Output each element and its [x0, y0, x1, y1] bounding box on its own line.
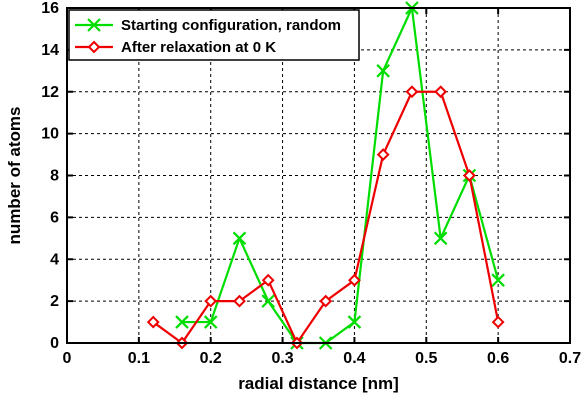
- data-point: [462, 169, 476, 182]
- data-point: [204, 294, 218, 308]
- legend-box: [68, 9, 360, 61]
- marker-stroke: [491, 273, 505, 287]
- x-tick-label: 0: [63, 350, 72, 367]
- y-tick-label: 6: [50, 209, 59, 226]
- data-point: [491, 315, 505, 329]
- x-tick-label: 0.2: [200, 350, 222, 367]
- series-1: [146, 85, 505, 350]
- legend-symbol-after-relaxation: [75, 40, 113, 54]
- legend-marker: [87, 18, 101, 32]
- y-tick-label: 0: [50, 335, 59, 352]
- legend: Starting configuration, random After rel…: [68, 9, 360, 61]
- series-line: [181, 6, 500, 345]
- data-point: [203, 315, 218, 329]
- y-tick-label: 16: [41, 0, 59, 17]
- data-point: [175, 315, 189, 329]
- x-axis-title: radial distance [nm]: [238, 374, 399, 393]
- y-tick-label: 12: [41, 84, 59, 101]
- y-tick-label: 4: [50, 251, 59, 268]
- y-tick-label: 14: [41, 42, 59, 59]
- marker-stroke: [87, 18, 101, 32]
- tick-labels: 0 0.1 0.2 0.3 0.4 0.5 0.6 0.7 0 2 4 6 8 10 12 14 16: [41, 0, 581, 367]
- data-point: [347, 315, 362, 329]
- legend-symbol-starting-configuration: [75, 18, 113, 32]
- data-point: [433, 231, 448, 246]
- data-point: [405, 85, 419, 99]
- marker-stroke: [433, 231, 448, 246]
- y-tick-label: 2: [50, 293, 59, 310]
- data-point: [233, 294, 246, 308]
- legend-label-after-relaxation: After relaxation at 0 K: [121, 39, 276, 56]
- grid: [67, 8, 570, 343]
- data-point: [348, 273, 361, 287]
- x-tick-label: 0.3: [271, 350, 293, 367]
- data-point: [319, 294, 333, 308]
- marker-stroke: [261, 294, 275, 308]
- legend-label-starting-configuration: Starting configuration, random: [121, 17, 341, 34]
- data-point: [232, 231, 247, 246]
- data-point: [434, 85, 448, 99]
- data-point: [261, 294, 275, 308]
- legend-marker: [87, 40, 101, 54]
- y-axis-title: number of atoms: [5, 107, 24, 245]
- y-tick-label: 8: [50, 168, 59, 185]
- data-point: [261, 273, 275, 287]
- x-tick-label: 0.7: [559, 350, 581, 367]
- y-tick-label: 10: [41, 126, 59, 143]
- x-tick-label: 0.5: [415, 350, 437, 367]
- data-point: [376, 148, 390, 161]
- marker-stroke: [232, 231, 247, 246]
- marker-stroke: [376, 64, 390, 78]
- data-point: [376, 64, 390, 78]
- data-point: [491, 273, 505, 287]
- x-tick-label: 0.4: [343, 350, 365, 367]
- x-tick-label: 0.1: [128, 350, 150, 367]
- marker-stroke: [203, 315, 218, 329]
- data-point: [146, 315, 160, 329]
- marker-stroke: [175, 315, 189, 329]
- marker-stroke: [347, 315, 362, 329]
- x-tick-label: 0.6: [487, 350, 509, 367]
